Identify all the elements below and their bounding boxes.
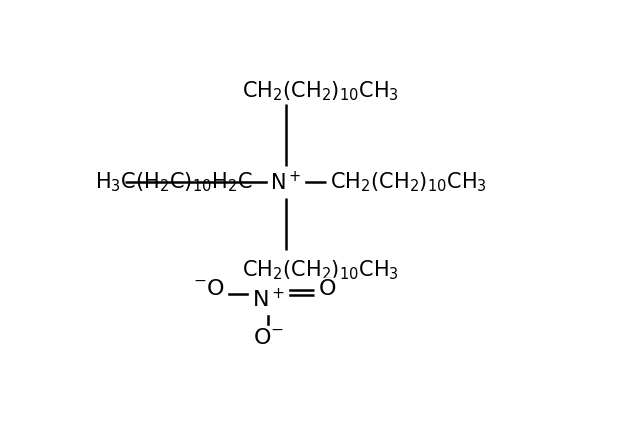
Text: O$^{-}$: O$^{-}$ [253,328,284,348]
Text: $^{-}$O: $^{-}$O [193,279,225,300]
Text: CH$_2$(CH$_2$)$_{10}$CH$_3$: CH$_2$(CH$_2$)$_{10}$CH$_3$ [242,258,399,282]
Text: N$^+$: N$^+$ [252,287,285,311]
Text: H$_3$C(H$_2$C)$_{10}$H$_2$C: H$_3$C(H$_2$C)$_{10}$H$_2$C [95,170,253,194]
Text: CH$_2$(CH$_2$)$_{10}$CH$_3$: CH$_2$(CH$_2$)$_{10}$CH$_3$ [242,79,399,103]
Text: N$^+$: N$^+$ [270,170,301,194]
Text: CH$_2$(CH$_2$)$_{10}$CH$_3$: CH$_2$(CH$_2$)$_{10}$CH$_3$ [330,170,488,194]
Text: O: O [319,279,337,300]
